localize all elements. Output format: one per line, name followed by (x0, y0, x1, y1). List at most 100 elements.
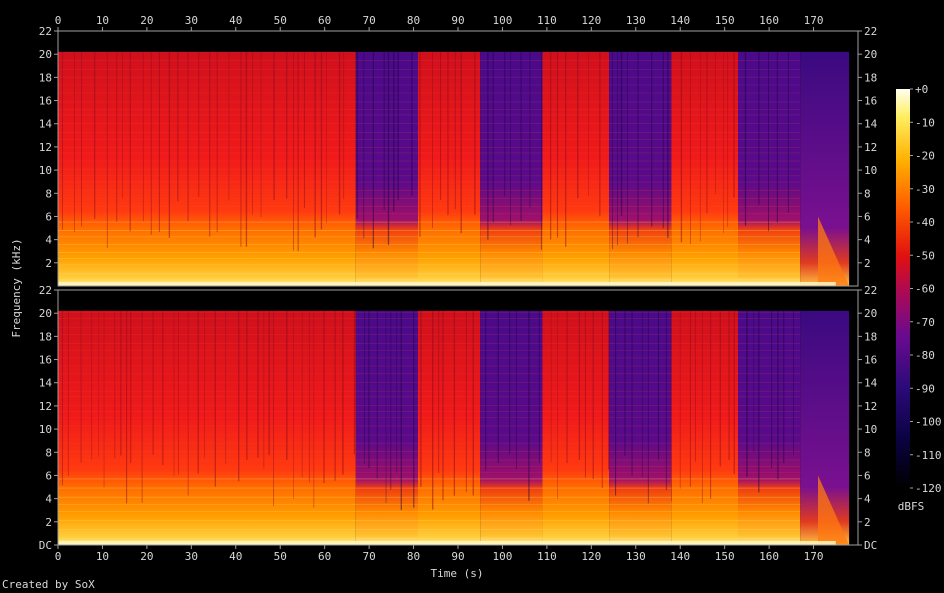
y-tick-label-right: 20 (864, 307, 877, 320)
x-tick-label-bottom: 90 (451, 550, 464, 563)
x-tick-label-bottom: 140 (670, 550, 690, 563)
colorbar-label: dBFS (898, 500, 925, 513)
x-tick-label-bottom: 110 (537, 550, 557, 563)
y-tick-label-left: 16 (39, 95, 52, 108)
y-tick-label-right: 16 (864, 95, 877, 108)
colorbar-tick-label: -20 (915, 150, 935, 163)
channel-1-spectrogram (57, 30, 859, 287)
y-tick-label-right: DC (864, 539, 877, 552)
transient-streaks (61, 310, 794, 511)
y-tick-label-left: DC (39, 539, 52, 552)
colorbar-tick-label: -70 (915, 316, 935, 329)
y-tick-label-right: 22 (864, 25, 877, 38)
y-tick-label-right: 6 (864, 210, 871, 223)
colorbar-scale (896, 89, 910, 488)
y-tick-label-right: 12 (864, 141, 877, 154)
x-tick-label-top: 10 (96, 14, 109, 27)
y-tick-label-right: 10 (864, 423, 877, 436)
fade-lowband (818, 216, 850, 286)
colorbar-tick-label: -110 (915, 449, 942, 462)
y-tick-label-left: 6 (45, 210, 52, 223)
segment-loud (542, 51, 610, 287)
y-tick-label-right: 18 (864, 330, 877, 343)
y-tick-label-right: 4 (864, 493, 871, 506)
x-tick-label-top: 30 (185, 14, 198, 27)
x-tick-label-top: 100 (493, 14, 513, 27)
y-tick-label-left: 20 (39, 307, 52, 320)
colorbar-tick-label: -90 (915, 382, 935, 395)
x-axis-label: Time (s) (431, 567, 484, 580)
segment-cutoff (609, 310, 672, 545)
x-tick-label-bottom: 60 (318, 550, 331, 563)
dc-band (58, 282, 836, 286)
colorbar-tick-label: -60 (915, 283, 935, 296)
y-tick-label-right: 14 (864, 118, 878, 131)
x-tick-label-top: 40 (229, 14, 242, 27)
colorbar-tick-label: -40 (915, 216, 935, 229)
colorbar-tick-label: -50 (915, 249, 935, 262)
y-tick-label-left: 4 (45, 234, 52, 247)
colorbar-tick-label: -30 (915, 183, 935, 196)
y-tick-label-left: 20 (39, 48, 52, 61)
x-tick-label-top: 150 (715, 14, 735, 27)
y-tick-label-right: 16 (864, 354, 877, 367)
harmonic-bands (58, 60, 801, 280)
y-tick-label-left: 14 (39, 118, 53, 131)
x-tick-label-bottom: 120 (581, 550, 601, 563)
colorbar-tick-label: +0 (915, 83, 928, 96)
fade-lowband (818, 475, 850, 545)
x-tick-label-bottom: 30 (185, 550, 198, 563)
y-tick-label-left: 10 (39, 423, 52, 436)
colorbar-tick-label: -80 (915, 349, 935, 362)
transient-streaks (62, 51, 789, 252)
y-tick-label-left: 8 (45, 187, 52, 200)
y-tick-label-left: 8 (45, 446, 52, 459)
y-tick-label-left: 16 (39, 354, 52, 367)
y-tick-label-right: 8 (864, 187, 871, 200)
dc-band (58, 541, 836, 545)
x-tick-label-bottom: 80 (407, 550, 420, 563)
y-tick-label-left: 2 (45, 516, 52, 529)
y-tick-label-right: 14 (864, 377, 878, 390)
x-tick-label-bottom: 10 (96, 550, 109, 563)
colorbar-tick-label: -100 (915, 416, 942, 429)
x-tick-label-top: 160 (759, 14, 779, 27)
segment-cutoff (355, 310, 418, 545)
y-tick-label-right: 6 (864, 469, 871, 482)
y-tick-label-left: 12 (39, 141, 52, 154)
x-tick-label-top: 170 (804, 14, 824, 27)
y-tick-label-left: 18 (39, 71, 52, 84)
x-tick-label-top: 0 (55, 14, 62, 27)
x-tick-label-bottom: 130 (626, 550, 646, 563)
x-tick-label-bottom: 20 (140, 550, 153, 563)
y-axis-label: Frequency (kHz) (10, 238, 23, 337)
x-tick-label-top: 70 (362, 14, 375, 27)
colorbar: +0 -10 -20 -30 -40 -50 -60 -70 -80 -90 -100 -110 -12… (896, 83, 942, 513)
x-tick-label-top: 120 (581, 14, 601, 27)
y-tick-label-right: 10 (864, 164, 877, 177)
x-tick-label-bottom: 0 (55, 550, 62, 563)
y-tick-label-right: 8 (864, 446, 871, 459)
segment-cutoff (738, 310, 801, 545)
footer-credit: Created by SoX (2, 578, 95, 591)
x-tick-label-top: 20 (140, 14, 153, 27)
channel-2-spectrogram (57, 289, 859, 546)
segment-cutoff (609, 51, 672, 287)
y-tick-label-left: 18 (39, 330, 52, 343)
segment-cutoff (738, 51, 801, 287)
segment-fade (800, 310, 850, 545)
segment-fade (800, 51, 850, 287)
x-tick-label-bottom: 40 (229, 550, 242, 563)
y-tick-label-right: 2 (864, 516, 871, 529)
segment-loud (418, 310, 481, 545)
y-tick-label-left: 14 (39, 377, 53, 390)
colorbar-tick-label: -120 (915, 482, 942, 495)
harmonic-bands (58, 311, 801, 539)
y-tick-label-right: 4 (864, 234, 871, 247)
x-tick-label-top: 110 (537, 14, 557, 27)
x-tick-label-bottom: 50 (274, 550, 287, 563)
segment-loud (418, 51, 481, 287)
x-tick-label-top: 60 (318, 14, 331, 27)
segment-loud (542, 310, 610, 545)
